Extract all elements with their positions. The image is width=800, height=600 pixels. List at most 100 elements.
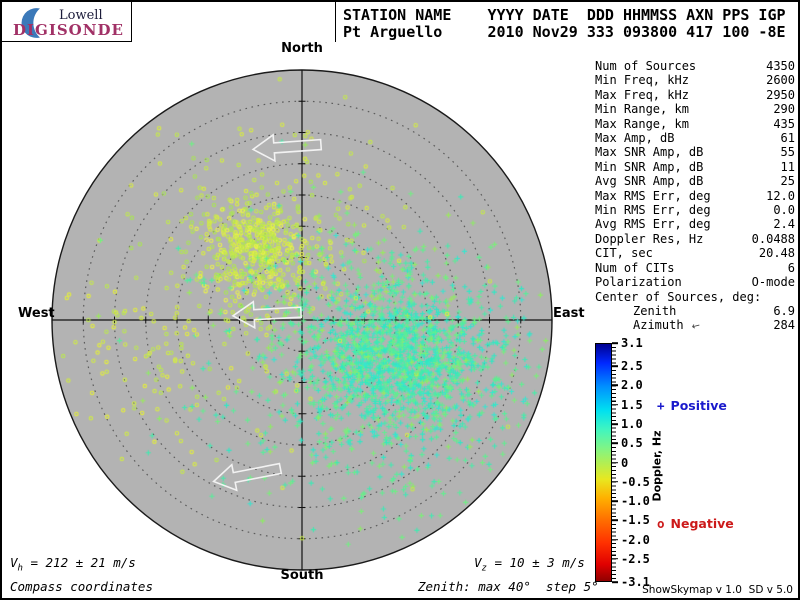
colorbar-tick-label: 0.5 — [621, 436, 643, 451]
colorbar-major-tick — [612, 500, 618, 502]
header-divider — [335, 2, 336, 42]
colorbar-major-tick — [612, 423, 618, 425]
colorbar-tick-label: -0.5 — [621, 474, 650, 489]
stats-label: Max Range, km — [595, 116, 689, 131]
colorbar-tick-label: -2.0 — [621, 532, 650, 547]
stats-row: Max SNR Amp, dB 55 — [595, 145, 795, 159]
legend-negative-label: Negative — [670, 516, 734, 531]
stats-row: Min Range, km 290 — [595, 102, 795, 116]
stats-row: Avg SNR Amp, dB 25 — [595, 174, 795, 188]
colorbar-tick-label: 1.5 — [621, 397, 643, 412]
stats-row: Max RMS Err, deg 12.0 — [595, 189, 795, 203]
stats-label: Min SNR Amp, dB — [595, 159, 704, 174]
stats-row: Center of Sources, deg: — [595, 290, 795, 304]
compass-label-west: West — [18, 306, 55, 321]
stats-label: Min Freq, kHz — [595, 73, 689, 88]
stats-label: Avg RMS Err, deg — [595, 217, 711, 232]
logo-lowell-text: Lowell — [59, 8, 103, 23]
colorbar-major-tick — [612, 342, 618, 344]
zenith-scale-note: Zenith: max 40° step 5° — [418, 579, 599, 594]
colorbar-tick-label: 0 — [621, 455, 629, 470]
compass-label-north: North — [281, 41, 323, 56]
stats-value: 6.9 — [773, 303, 795, 318]
stats-row: Zenith 6.9 — [595, 304, 795, 318]
colorbar-major-tick — [612, 365, 618, 367]
stats-value: 20.48 — [758, 246, 795, 261]
colorbar-gradient — [595, 343, 612, 582]
colorbar-major-tick — [612, 384, 618, 387]
colorbar-tick-label: 1.0 — [621, 416, 643, 431]
stats-row: Min SNR Amp, dB 11 — [595, 160, 795, 174]
skymap-plot — [42, 60, 562, 580]
digisonde-crescent-icon — [21, 8, 40, 38]
stats-row: Max Amp, dB 61 — [595, 131, 795, 145]
stats-label: Max SNR Amp, dB — [595, 145, 704, 160]
stats-value: O-mode — [751, 275, 795, 290]
stats-row: CIT, sec 20.48 — [595, 246, 795, 260]
azimuth-direction-arrow-icon: ← — [690, 320, 702, 334]
colorbar-tick-label: -1.5 — [621, 513, 650, 528]
stats-value: 435 — [773, 116, 795, 131]
stats-label: Azimuth ← — [595, 318, 702, 334]
stats-row: Min RMS Err, deg 0.0 — [595, 203, 795, 217]
colorbar-tick-label: 2.0 — [621, 378, 643, 393]
colorbar-major-tick — [612, 442, 618, 445]
vh-value: = 212 ± 21 m/s — [22, 555, 136, 570]
station-header-values: Pt Arguello 2010 Nov29 333 093800 417 10… — [343, 23, 786, 41]
station-header-columns: STATION NAME YYYY DATE DDD HHMMSS AXN PP… — [343, 6, 786, 24]
compass-label-east: East — [553, 306, 585, 321]
skymap-scatter-canvas — [42, 60, 562, 580]
stats-label: Max RMS Err, deg — [595, 188, 711, 203]
software-version: ShowSkymap v 1.0 SD v 5.0 — [642, 584, 793, 596]
stats-row: Max Freq, kHz 2950 — [595, 88, 795, 102]
stats-label: Min Range, km — [595, 102, 689, 117]
stats-value: 6 — [787, 260, 795, 275]
stats-value: 2.4 — [773, 217, 795, 232]
vh-subscript: h — [17, 563, 23, 574]
stats-label: Polarization — [595, 275, 682, 290]
stats-row: Min Freq, kHz 2600 — [595, 73, 795, 87]
stats-row: Doppler Res, Hz 0.0488 — [595, 232, 795, 246]
vz-symbol: V — [474, 555, 482, 570]
stats-value: 290 — [773, 102, 795, 117]
colorbar-tick-label: 3.1 — [621, 336, 643, 350]
stats-value: 2950 — [766, 87, 795, 102]
coordinates-note: Compass coordinates — [10, 579, 153, 594]
legend-negative: o Negative — [657, 516, 734, 531]
stats-row: Max Range, km 435 — [595, 117, 795, 131]
station-header: STATION NAME YYYY DATE DDD HHMMSS AXN PP… — [343, 7, 786, 41]
colorbar-major-tick — [612, 519, 618, 522]
stats-row: Azimuth ← 284 — [595, 318, 795, 334]
stats-value: 4350 — [766, 59, 795, 73]
stats-label: Num of Sources — [595, 59, 697, 73]
circle-marker-icon: o — [657, 516, 665, 531]
stats-row: Num of CITs 6 — [595, 261, 795, 275]
stats-label: CIT, sec — [595, 246, 653, 261]
stats-value: 55 — [780, 145, 795, 160]
stats-value: 0.0 — [773, 203, 795, 218]
drift-arrow-icon — [231, 300, 303, 330]
stats-row: Num of Sources 4350 — [595, 59, 795, 73]
lowell-digisonde-logo: Lowell DIGISONDE — [2, 2, 132, 42]
colorbar-major-tick — [612, 461, 618, 464]
stats-label: Max Amp, dB — [595, 131, 675, 146]
legend-positive-label: Positive — [670, 398, 727, 413]
stats-value: 25 — [780, 174, 795, 189]
colorbar-tick-label: -3.1 — [621, 575, 650, 589]
stats-value: 61 — [780, 131, 795, 146]
stats-label: Avg SNR Amp, dB — [595, 174, 704, 189]
compass-label-south: South — [280, 568, 324, 583]
measurement-stats-panel: Num of Sources 4350 Min Freq, kHz 2600 Max F… — [595, 59, 795, 335]
stats-label: Max Freq, kHz — [595, 87, 689, 102]
legend-positive: + Positive — [657, 398, 727, 413]
stats-label: Min RMS Err, deg — [595, 203, 711, 218]
stats-label: Num of CITs — [595, 260, 675, 275]
stats-value: 284 — [773, 318, 795, 333]
stats-row: Avg RMS Err, deg 2.4 — [595, 217, 795, 231]
stats-label: Zenith — [633, 303, 677, 318]
plus-marker-icon: + — [657, 398, 665, 413]
colorbar-major-tick — [612, 480, 618, 483]
colorbar-tick-label: -2.5 — [621, 551, 650, 566]
stats-label: Center of Sources, deg: — [595, 289, 762, 304]
